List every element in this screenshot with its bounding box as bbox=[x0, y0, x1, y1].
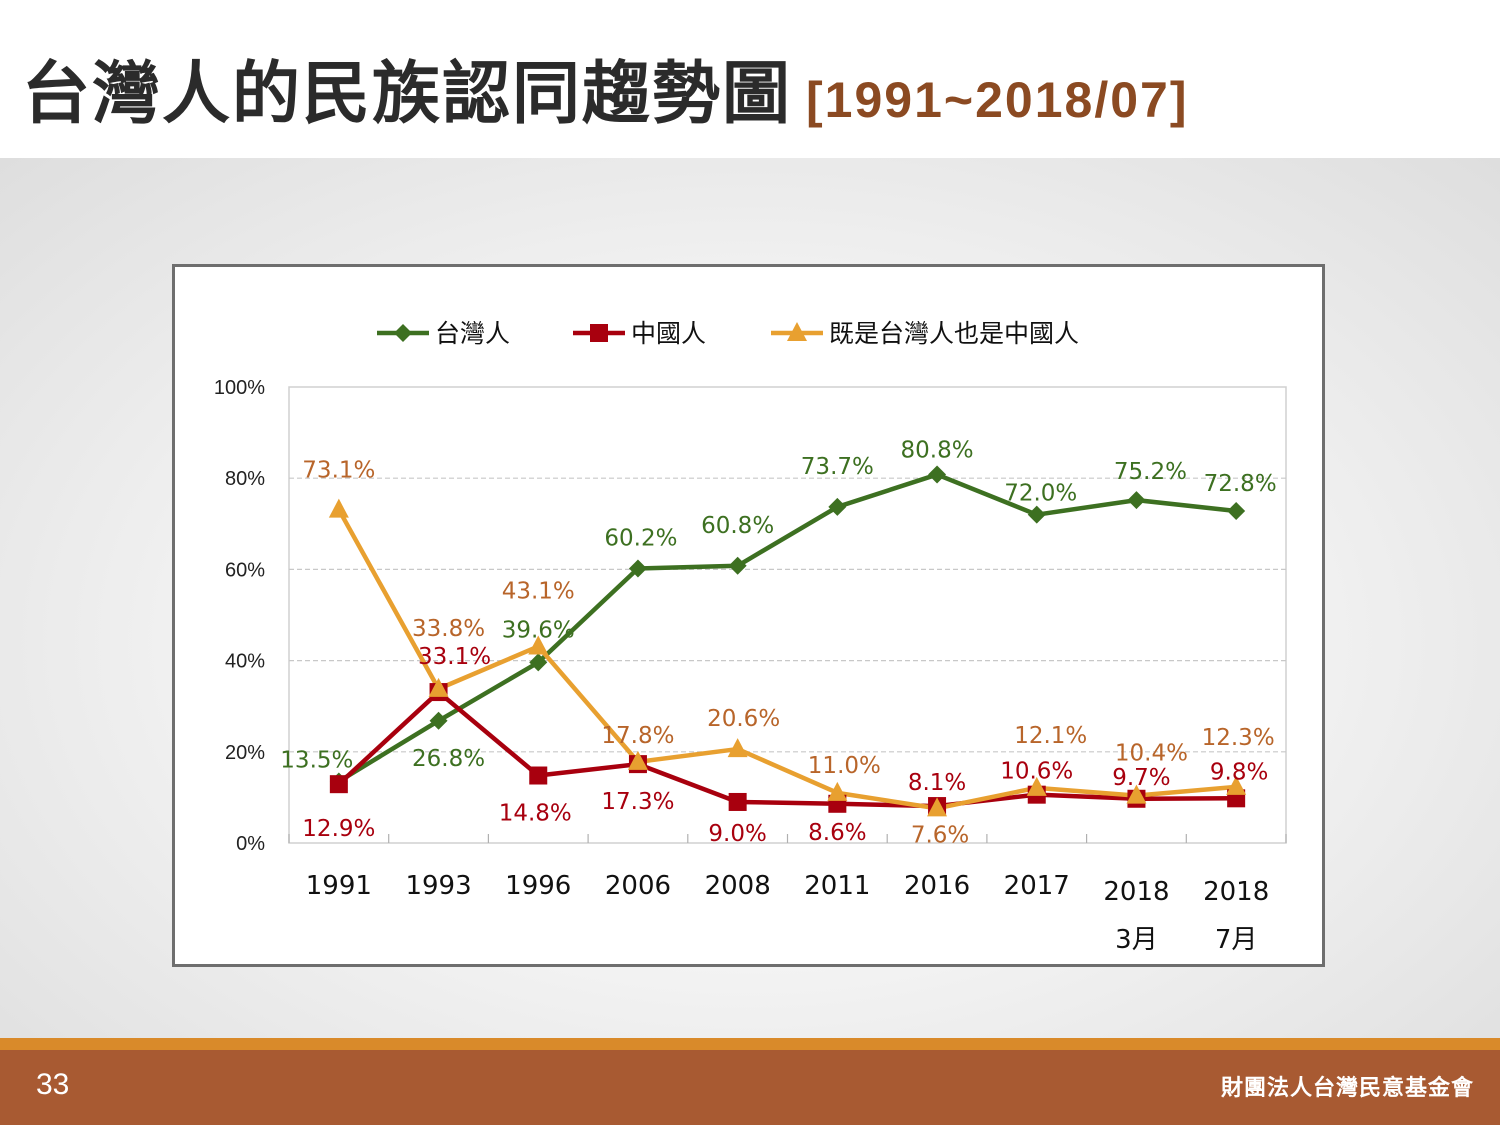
series-line-chinese bbox=[337, 689, 1237, 809]
data-point-square bbox=[728, 792, 747, 811]
page-number: 33 bbox=[36, 1068, 70, 1101]
data-label-taiwanese: 73.7% bbox=[801, 454, 874, 480]
data-label-chinese: 33.1% bbox=[418, 644, 491, 670]
data-point-diamond bbox=[429, 711, 448, 730]
slide-title: 台灣人的民族認同趨勢圖 [1991~2018/07] bbox=[22, 38, 1188, 137]
data-label-both: 20.6% bbox=[707, 706, 780, 732]
x-tick-label: 2011 bbox=[804, 871, 870, 901]
data-point-diamond bbox=[394, 324, 412, 342]
data-label-taiwanese: 72.8% bbox=[1204, 471, 1277, 497]
data-label-both: 73.1% bbox=[302, 458, 375, 484]
data-label-chinese: 8.1% bbox=[908, 770, 966, 796]
data-label-taiwanese: 75.2% bbox=[1114, 459, 1187, 485]
data-label-taiwanese: 26.8% bbox=[412, 746, 485, 772]
x-tick-label: 1996 bbox=[505, 871, 571, 901]
title-bar: 台灣人的民族認同趨勢圖 [1991~2018/07] bbox=[0, 0, 1500, 158]
data-point-triangle bbox=[428, 677, 449, 697]
x-tick-label: 2006 bbox=[605, 871, 671, 901]
data-label-both: 12.1% bbox=[1014, 723, 1087, 749]
legend-label-chinese: 中國人 bbox=[631, 319, 706, 348]
x-tick-label: 2008 bbox=[705, 871, 771, 901]
data-point-diamond bbox=[828, 497, 847, 516]
x-tick-label: 2016 bbox=[904, 871, 970, 901]
data-point-square bbox=[329, 775, 348, 794]
legend-label-both: 既是台灣人也是中國人 bbox=[829, 319, 1079, 348]
data-point-square bbox=[590, 324, 608, 342]
data-point-triangle bbox=[1226, 775, 1247, 795]
footer-accent-line bbox=[0, 1038, 1500, 1050]
x-tick-label: 2018 bbox=[1203, 877, 1269, 907]
data-label-both: 17.8% bbox=[601, 723, 674, 749]
y-tick-label: 80% bbox=[225, 468, 265, 490]
x-tick-label: 2018 bbox=[1103, 877, 1169, 907]
data-label-taiwanese: 80.8% bbox=[901, 438, 974, 464]
data-label-both: 12.3% bbox=[1202, 725, 1275, 751]
data-label-both: 7.6% bbox=[911, 822, 969, 848]
x-tick-label: 7月 bbox=[1215, 925, 1258, 955]
footer-bar bbox=[0, 1050, 1500, 1125]
data-point-diamond bbox=[1227, 502, 1246, 521]
chart-frame: 0% 20% 40% 60% 80% 100% 1991 1993 1996 2006 2008 20… bbox=[172, 264, 1325, 967]
data-label-both: 11.0% bbox=[808, 753, 881, 779]
slide-subtitle: [1991~2018/07] bbox=[806, 72, 1189, 128]
data-point-diamond bbox=[928, 465, 947, 484]
data-point-triangle bbox=[1026, 776, 1047, 796]
data-point-diamond bbox=[1127, 491, 1146, 510]
y-tick-label: 20% bbox=[225, 742, 265, 764]
data-label-chinese: 9.7% bbox=[1112, 765, 1170, 791]
data-label-taiwanese: 39.6% bbox=[502, 617, 575, 643]
data-point-triangle bbox=[827, 781, 848, 801]
data-point-diamond bbox=[728, 556, 747, 575]
data-label-chinese: 10.6% bbox=[1000, 759, 1073, 785]
data-point-triangle bbox=[328, 498, 349, 518]
data-label-taiwanese: 72.0% bbox=[1004, 481, 1077, 507]
x-tick-label: 1991 bbox=[306, 871, 372, 901]
data-label-both: 43.1% bbox=[502, 578, 575, 604]
data-label-taiwanese: 13.5% bbox=[280, 747, 353, 773]
series-line-taiwanese bbox=[337, 472, 1237, 784]
legend-label-taiwanese: 台灣人 bbox=[435, 319, 510, 348]
x-tick-label: 3月 bbox=[1115, 925, 1158, 955]
data-label-chinese: 17.3% bbox=[601, 789, 674, 815]
data-label-both: 33.8% bbox=[412, 616, 485, 642]
data-label-chinese: 12.9% bbox=[302, 816, 375, 842]
data-point-square bbox=[529, 766, 548, 785]
y-tick-label: 0% bbox=[236, 833, 265, 855]
slide-title-text: 台灣人的民族認同趨勢圖 bbox=[22, 55, 793, 134]
y-tick-label: 100% bbox=[214, 377, 265, 399]
data-label-taiwanese: 60.8% bbox=[701, 513, 774, 539]
y-tick-label: 40% bbox=[225, 651, 265, 673]
data-label-chinese: 14.8% bbox=[499, 801, 572, 827]
data-point-triangle bbox=[627, 750, 648, 770]
x-tick-label: 1993 bbox=[405, 871, 471, 901]
series-line-both bbox=[336, 508, 1237, 811]
x-tick-label: 2017 bbox=[1004, 871, 1070, 901]
data-point-diamond bbox=[1027, 505, 1046, 524]
data-label-chinese: 8.6% bbox=[808, 820, 866, 846]
data-point-triangle bbox=[787, 322, 807, 341]
data-point-triangle bbox=[727, 738, 748, 758]
data-label-both: 10.4% bbox=[1115, 741, 1188, 767]
organization-name: 財團法人台灣民意基金會 bbox=[1220, 1076, 1474, 1101]
data-label-chinese: 9.8% bbox=[1210, 759, 1268, 785]
data-label-taiwanese: 60.2% bbox=[604, 525, 677, 551]
data-label-chinese: 9.0% bbox=[708, 821, 766, 847]
data-point-triangle bbox=[528, 635, 549, 655]
data-point-diamond bbox=[529, 653, 548, 672]
data-point-diamond bbox=[628, 559, 647, 578]
line-chart: 0% 20% 40% 60% 80% 100% 1991 1993 1996 2006 2008 20… bbox=[214, 319, 1287, 955]
data-point-triangle bbox=[1126, 784, 1147, 804]
data-point-triangle bbox=[927, 797, 948, 817]
y-tick-label: 60% bbox=[225, 559, 265, 581]
